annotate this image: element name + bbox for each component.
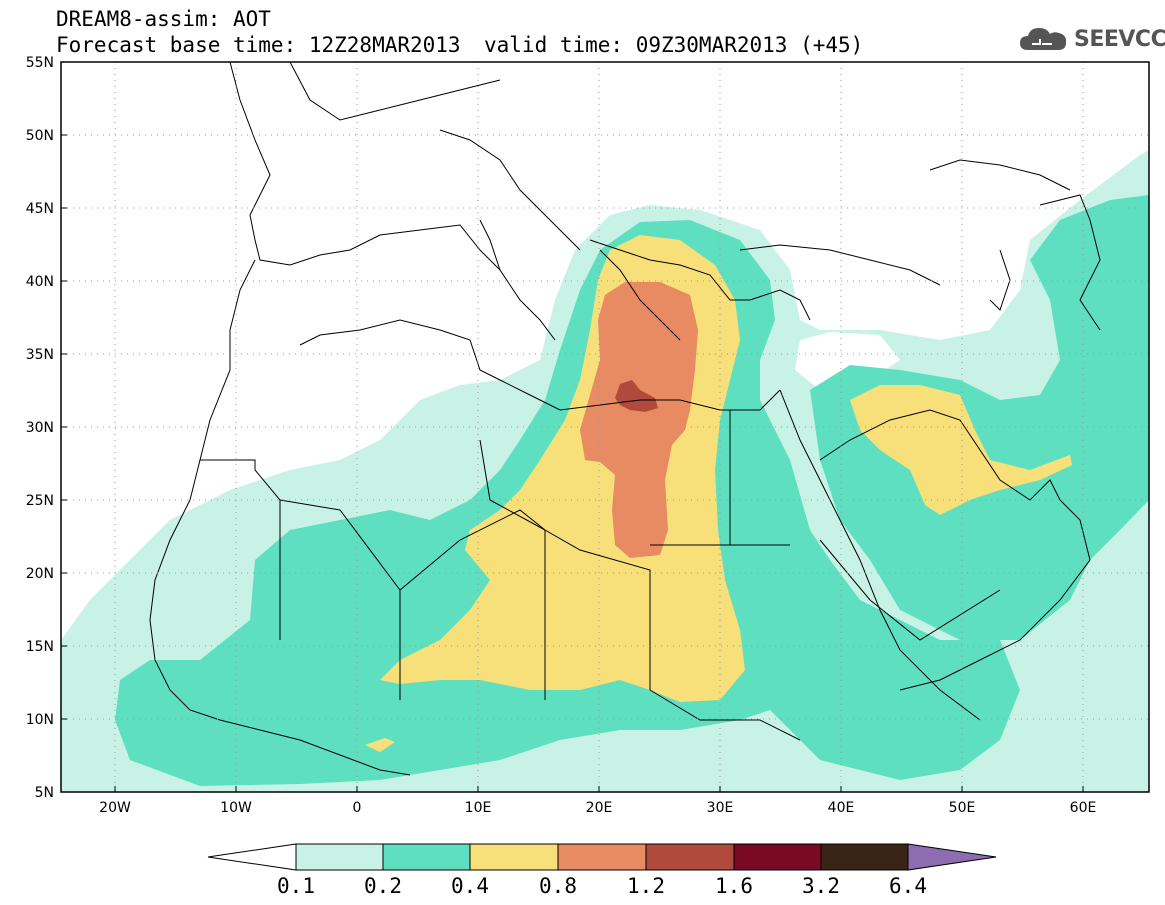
logo-text: SEEVCCC xyxy=(1074,26,1165,52)
colorbar-label-4: 1.2 xyxy=(627,874,665,898)
colorbar-swatch-4 xyxy=(645,843,735,871)
lon-tick-20e: 20E xyxy=(586,800,613,816)
colorbar-swatch-3 xyxy=(557,843,647,871)
lat-tick-35n: 35N xyxy=(26,347,54,363)
colorbar-label-7: 6.4 xyxy=(889,874,927,898)
colorbar xyxy=(207,843,997,871)
map-title: DREAM8-assim: AOT xyxy=(56,7,271,31)
colorbar-swatch-2 xyxy=(469,843,559,871)
cloud-logo-icon xyxy=(1020,28,1067,50)
lat-tick-15n: 15N xyxy=(26,639,54,655)
lon-tick-60e: 60E xyxy=(1070,800,1097,816)
aot-band-0.4-guinea xyxy=(365,738,395,752)
lat-tick-40n: 40N xyxy=(26,274,54,290)
aot-field xyxy=(61,150,1149,792)
aot-band-0.8 xyxy=(580,282,698,558)
lat-tick-50n: 50N xyxy=(26,128,54,144)
lon-tick-20w: 20W xyxy=(99,800,131,816)
lat-tick-30n: 30N xyxy=(26,420,54,436)
coastlines xyxy=(149,62,1101,776)
colorbar-swatch-6 xyxy=(820,843,909,871)
aot-band-1.2 xyxy=(615,380,658,412)
lat-tick-20n: 20N xyxy=(26,566,54,582)
colorbar-label-1: 0.2 xyxy=(364,874,402,898)
lat-tick-25n: 25N xyxy=(26,493,54,509)
lon-tick-0: 0 xyxy=(353,800,362,816)
valid-time: valid time: 09Z30MAR2013 (+45) xyxy=(484,33,864,57)
seevccc-logo: SEEVCCC xyxy=(1018,22,1165,56)
colorbar-label-6: 3.2 xyxy=(802,874,840,898)
lat-tick-45n: 45N xyxy=(26,201,54,217)
aot-band-0.4-gulf xyxy=(850,385,1072,515)
lon-tick-labels: 20W 10W 0 10E 20E 30E 40E 50E 60E xyxy=(99,800,1096,816)
colorbar-swatch-5 xyxy=(733,843,822,871)
tick-marks xyxy=(61,134,1084,792)
colorbar-label-2: 0.4 xyxy=(451,874,489,898)
colorbar-swatch-1 xyxy=(382,843,471,871)
borders xyxy=(200,410,1001,741)
lon-tick-40e: 40E xyxy=(828,800,855,816)
colorbar-label-3: 0.8 xyxy=(539,874,577,898)
colorbar-labels: 0.1 0.2 0.4 0.8 1.2 1.6 3.2 6.4 xyxy=(277,874,927,898)
lon-tick-50e: 50E xyxy=(949,800,976,816)
lat-tick-55n: 55N xyxy=(26,55,54,71)
lat-tick-5n: 5N xyxy=(35,785,54,801)
forecast-base-time: Forecast base time: 12Z28MAR2013 xyxy=(56,33,461,57)
lon-tick-30e: 30E xyxy=(707,800,734,816)
colorbar-low-arrow xyxy=(207,843,297,871)
colorbar-label-0: 0.1 xyxy=(277,874,315,898)
colorbar-label-5: 1.6 xyxy=(715,874,753,898)
lat-tick-labels: 55N 50N 45N 40N 35N 30N 25N 20N 15N 10N … xyxy=(26,55,54,801)
lat-tick-10n: 10N xyxy=(26,712,54,728)
colorbar-high-arrow xyxy=(907,843,997,871)
lon-tick-10e: 10E xyxy=(465,800,492,816)
lon-tick-10w: 10W xyxy=(220,800,252,816)
graticule xyxy=(61,62,1149,792)
colorbar-swatch-0 xyxy=(295,843,384,871)
aot-band-0.2-east xyxy=(810,195,1149,640)
